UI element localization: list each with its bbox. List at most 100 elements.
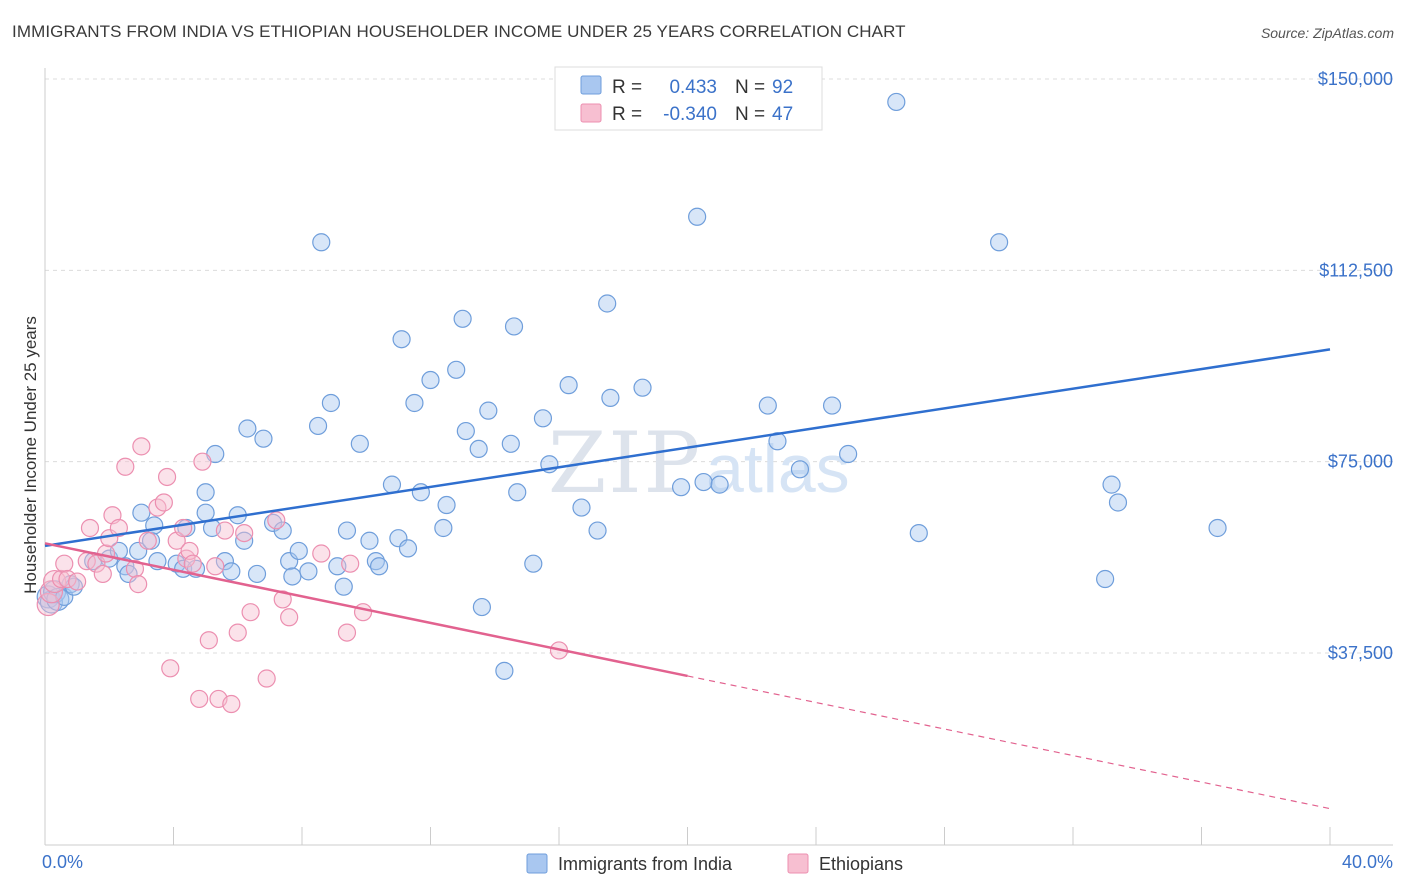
chart-title: IMMIGRANTS FROM INDIA VS ETHIOPIAN HOUSE…	[12, 22, 906, 41]
india-point	[299, 562, 318, 581]
ethiopia-point	[55, 554, 74, 573]
india-point	[382, 475, 402, 494]
grid-lines	[45, 78, 1393, 654]
legend-label-ethiopia: Ethiopians	[819, 854, 903, 874]
stats-ethiopia-r-value: -0.340	[663, 104, 717, 125]
india-point	[434, 518, 453, 538]
ethiopia-point	[132, 437, 151, 456]
india-point	[501, 434, 520, 453]
y-tick-label: $112,500	[1319, 260, 1393, 280]
ethiopia-trend-extension	[687, 675, 1331, 810]
legend-swatch-ethiopia	[787, 853, 809, 874]
india-point	[839, 444, 858, 464]
ethiopia-point	[235, 523, 254, 543]
india-point	[196, 503, 215, 522]
india-point	[350, 434, 369, 453]
watermark: ZIP atlas	[548, 414, 850, 512]
x-tick-marks	[44, 827, 1331, 845]
stats-india-r-label: R =	[612, 77, 642, 98]
india-point	[671, 478, 691, 497]
ethiopia-point	[174, 518, 193, 538]
india-point	[447, 360, 466, 379]
ethiopia-point	[157, 467, 177, 487]
ethiopia-point	[312, 544, 331, 563]
india-point	[370, 557, 389, 576]
ethiopia-point	[267, 511, 286, 530]
india-point	[710, 475, 729, 494]
ethiopia-point	[125, 559, 145, 578]
india-point	[254, 429, 273, 448]
ethiopia-point	[154, 493, 173, 512]
legend-swatch-india	[526, 853, 548, 874]
india-point	[360, 531, 379, 550]
india-point	[453, 309, 472, 328]
india-point	[398, 539, 418, 558]
stats-india-n-value: 92	[772, 77, 793, 98]
ethiopia-point	[241, 603, 260, 622]
ethiopia-point	[206, 557, 225, 576]
stats-ethiopia-n-value: 47	[772, 104, 793, 125]
india-point	[601, 388, 620, 407]
ethiopia-point	[280, 608, 299, 627]
india-point	[533, 409, 553, 428]
ethiopia-point	[116, 457, 135, 476]
stats-ethiopia-n-label: N =	[735, 104, 765, 125]
ethiopia-point	[199, 631, 218, 650]
india-point	[283, 567, 302, 586]
india-point	[524, 554, 543, 573]
trend-lines	[44, 348, 1331, 810]
ethiopia-point	[353, 603, 373, 622]
india-point	[909, 523, 928, 543]
india-point	[588, 521, 607, 540]
ethiopia-point	[222, 694, 241, 714]
india-point	[437, 495, 456, 515]
stats-swatch-ethiopia	[580, 103, 602, 123]
india-point	[990, 233, 1009, 252]
india-point	[572, 498, 591, 517]
india-point	[273, 521, 292, 540]
watermark-zip: ZIP	[548, 414, 702, 512]
india-point	[196, 483, 215, 502]
india-point	[887, 92, 906, 112]
y-tick-labels: $150,000 $112,500 $75,000 $37,500	[1318, 69, 1393, 663]
y-axis-label: Householder Income Under 25 years	[21, 316, 40, 594]
watermark-atlas: atlas	[706, 431, 850, 507]
ethiopia-point	[129, 575, 148, 594]
india-point	[758, 396, 777, 415]
india-point	[472, 597, 491, 617]
india-point	[479, 401, 498, 420]
ethiopia-point	[193, 452, 212, 471]
ethiopia-point	[273, 590, 292, 609]
stats-ethiopia-r-label: R =	[612, 104, 642, 125]
india-point	[337, 521, 357, 540]
y-tick-label: $37,500	[1328, 643, 1393, 663]
ethiopia-point	[138, 531, 157, 550]
india-point	[215, 552, 234, 571]
india-point	[1208, 518, 1227, 538]
india-point	[469, 439, 488, 459]
stats-india-r-value: 0.433	[669, 77, 717, 98]
india-point	[559, 376, 578, 395]
legend: Immigrants from India Ethiopians	[526, 853, 903, 874]
india-point	[504, 317, 524, 336]
ethiopia-point	[109, 518, 128, 538]
x-tick-label-right: 40.0%	[1342, 852, 1393, 872]
india-point	[334, 577, 353, 596]
ethiopia-point	[228, 623, 247, 642]
india-point	[247, 564, 267, 584]
india-point	[822, 396, 842, 415]
india-point	[308, 416, 328, 436]
india-point	[132, 503, 151, 522]
ethiopia-trend-line	[44, 542, 688, 678]
india-point	[1102, 475, 1121, 494]
stats-swatch-india	[580, 75, 602, 95]
ethiopia-point	[337, 623, 357, 642]
chart-source: Source: ZipAtlas.com	[1260, 25, 1394, 41]
axes	[44, 68, 1393, 846]
india-point	[312, 233, 331, 252]
stats-box: R = 0.433 N = 92 R = -0.340 N = 47	[554, 66, 823, 131]
ethiopia-point	[183, 554, 202, 573]
y-tick-label: $150,000	[1318, 69, 1393, 89]
india-point	[790, 460, 810, 479]
